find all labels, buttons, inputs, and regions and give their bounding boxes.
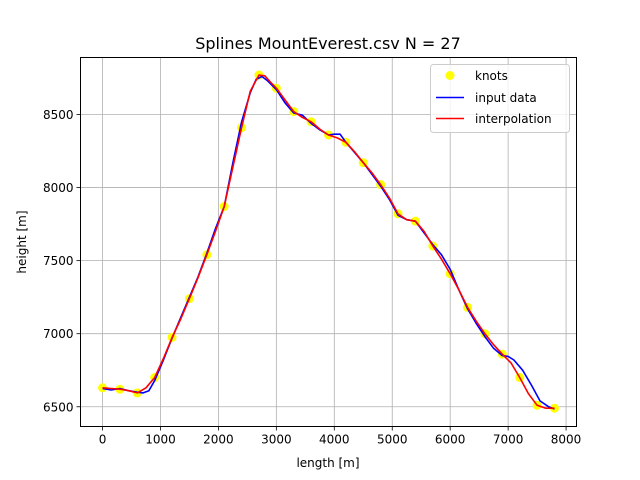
x-tick-label: 6000: [435, 433, 466, 447]
x-tick-label: 3000: [261, 433, 292, 447]
x-tick-label: 7000: [493, 433, 524, 447]
series-layer: [98, 70, 559, 413]
x-axis-label: length [m]: [296, 456, 359, 470]
legend-interpolation-label: interpolation: [475, 112, 552, 126]
legend: knots input data interpolation: [430, 64, 570, 133]
x-tick-label: 1000: [145, 433, 176, 447]
x-tick-label: 2000: [203, 433, 234, 447]
interpolation-line: [102, 74, 555, 410]
x-tick-label: 5000: [377, 433, 408, 447]
y-tick-label: 7000: [43, 327, 74, 341]
y-tick-label: 8500: [43, 108, 74, 122]
tick-layer: 0 1000 2000 3000 4000 5000 6000 7000 8000 6500 700…: [43, 108, 581, 447]
y-tick-label: 6500: [43, 400, 74, 414]
legend-knots-label: knots: [475, 69, 508, 83]
x-tick-label: 4000: [319, 433, 350, 447]
legend-input-data-label: input data: [475, 91, 537, 105]
y-tick-label: 7500: [43, 254, 74, 268]
legend-box: [430, 64, 570, 133]
x-tick-label: 0: [99, 433, 107, 447]
y-tick-label: 8000: [43, 181, 74, 195]
axes-frame: [80, 57, 577, 427]
y-axis-label: height [m]: [15, 210, 29, 273]
legend-knots-marker: [445, 71, 455, 80]
x-tick-label: 8000: [551, 433, 582, 447]
chart-title: Splines MountEverest.csv N = 27: [195, 34, 461, 53]
